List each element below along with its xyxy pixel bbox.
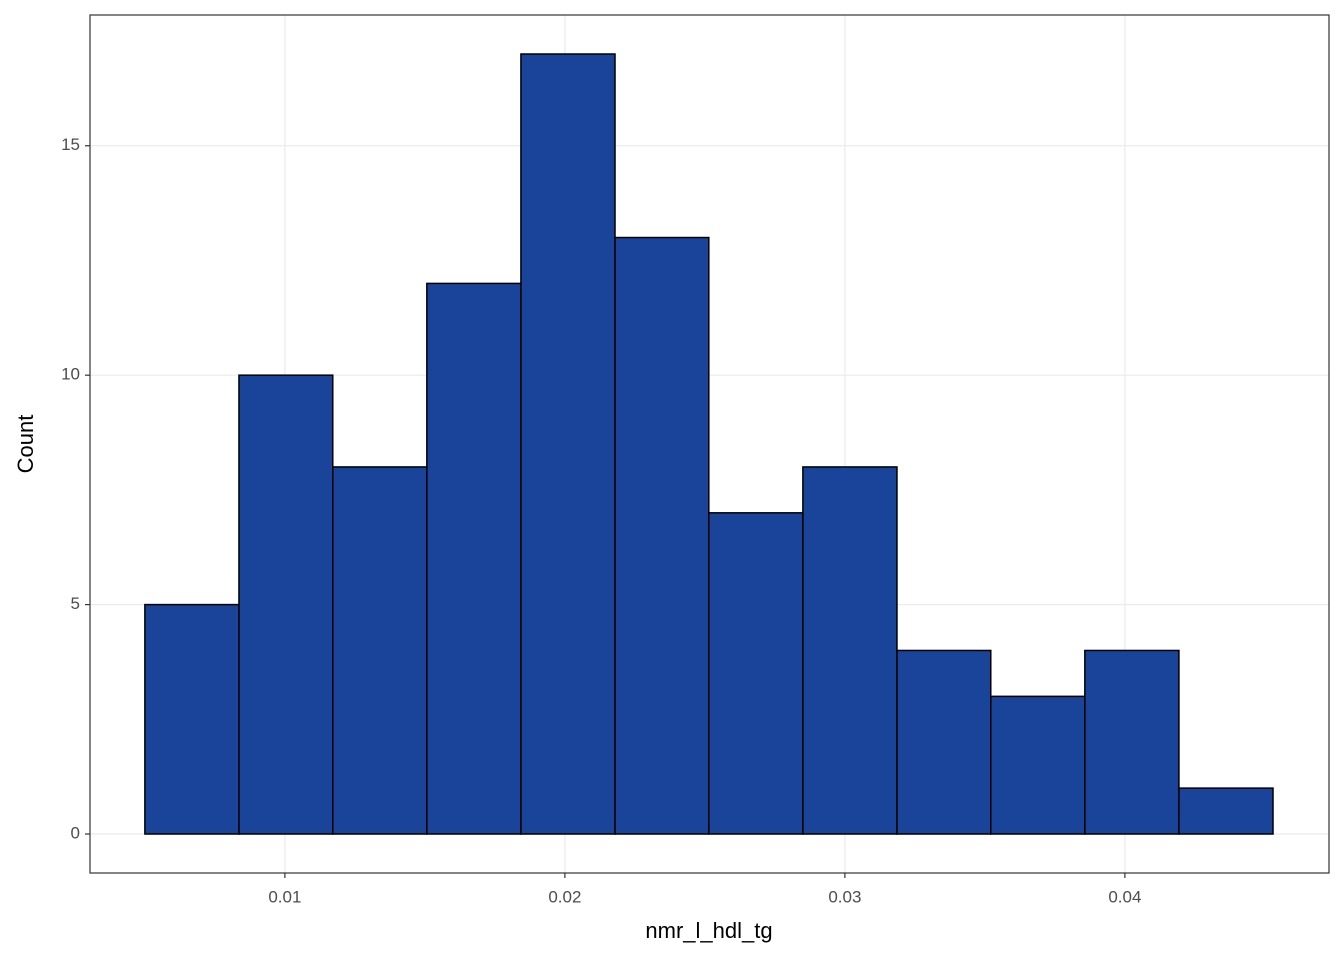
histogram-bar bbox=[1178, 787, 1274, 835]
x-tick-label: 0.03 bbox=[828, 887, 861, 906]
histogram-bar bbox=[896, 649, 992, 835]
y-tick-label: 10 bbox=[61, 365, 80, 384]
y-tick-label: 5 bbox=[71, 594, 80, 613]
histogram-bar bbox=[990, 695, 1086, 835]
histogram-bar bbox=[144, 603, 240, 835]
histogram-bar bbox=[708, 512, 804, 835]
histogram-bar bbox=[614, 236, 710, 835]
histogram-bar bbox=[332, 466, 428, 835]
panel-border bbox=[89, 14, 1330, 874]
y-tick-label: 15 bbox=[61, 135, 80, 154]
x-axis-title: nmr_l_hdl_tg bbox=[645, 918, 772, 943]
histogram-bar bbox=[238, 374, 334, 835]
x-tick-label: 0.01 bbox=[268, 887, 301, 906]
histogram-bar bbox=[1084, 649, 1180, 835]
x-tick-label: 0.04 bbox=[1108, 887, 1141, 906]
y-axis-title: Count bbox=[13, 415, 38, 474]
histogram-bar bbox=[520, 53, 616, 835]
histogram-bar bbox=[802, 466, 898, 835]
x-tick-label: 0.02 bbox=[548, 887, 581, 906]
histogram-bar bbox=[426, 282, 522, 835]
y-tick-label: 0 bbox=[71, 823, 80, 842]
